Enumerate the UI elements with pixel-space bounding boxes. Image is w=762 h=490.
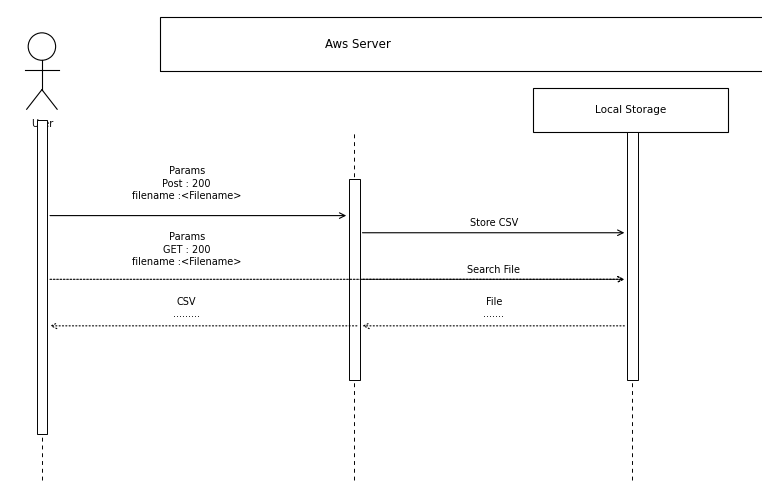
Bar	[160, 17, 762, 71]
Bar	[533, 88, 728, 132]
Text: CSV
.........: CSV .........	[173, 297, 200, 319]
Text: Params
Post : 200
filename :<Filename>: Params Post : 200 filename :<Filename>	[132, 166, 242, 201]
Text: File
.......: File .......	[483, 297, 504, 319]
Text: User: User	[30, 119, 53, 128]
Text: Aws Server: Aws Server	[325, 38, 391, 50]
Text: Search File: Search File	[467, 266, 520, 275]
Bar	[37, 120, 47, 434]
Bar	[349, 179, 360, 380]
Text: Local Storage: Local Storage	[595, 105, 666, 115]
Text: Store CSV: Store CSV	[469, 218, 518, 228]
Bar	[627, 132, 638, 380]
Text: Params
GET : 200
filename :<Filename>: Params GET : 200 filename :<Filename>	[132, 232, 242, 267]
